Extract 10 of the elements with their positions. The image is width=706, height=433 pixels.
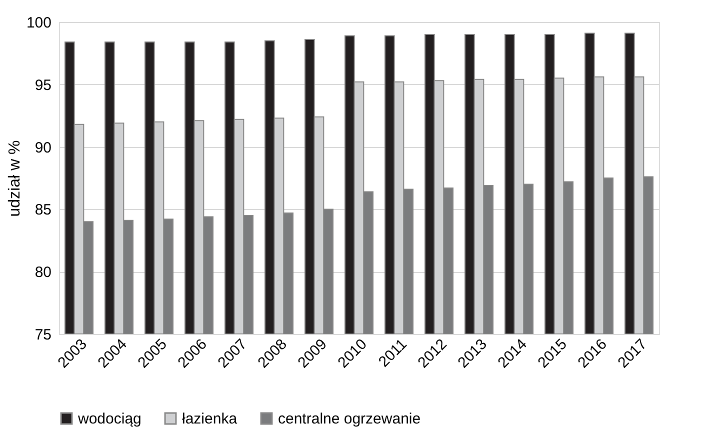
y-tick-label: 85: [34, 202, 52, 219]
legend-label: centralne ogrzewanie: [278, 410, 421, 428]
y-axis-title: udział w %: [6, 140, 24, 217]
y-tick-label: 80: [34, 264, 52, 282]
y-tick-label: 90: [34, 139, 52, 156]
y-tick-label: 95: [34, 76, 52, 94]
legend-label: wodociąg: [77, 410, 142, 428]
legend-label: łazienka: [182, 410, 238, 428]
y-tick-label: 75: [34, 326, 52, 344]
y-tick-label: 100: [26, 14, 52, 32]
